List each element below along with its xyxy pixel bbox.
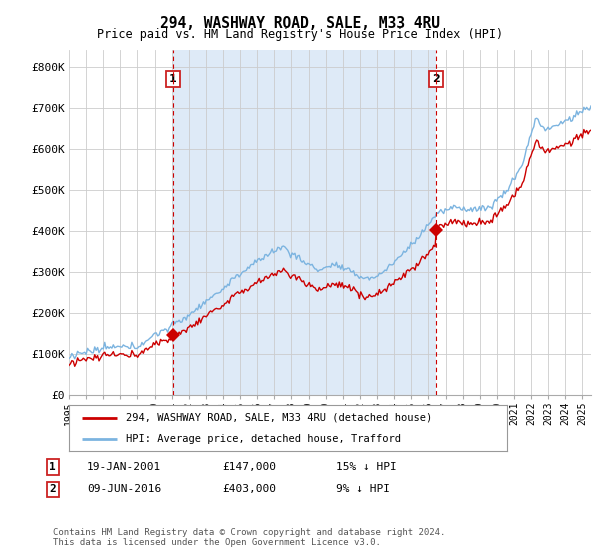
Text: 1: 1 <box>49 462 56 472</box>
Text: 2: 2 <box>432 74 440 84</box>
Text: £147,000: £147,000 <box>222 462 276 472</box>
Text: 9% ↓ HPI: 9% ↓ HPI <box>336 484 390 494</box>
Text: £403,000: £403,000 <box>222 484 276 494</box>
Text: 15% ↓ HPI: 15% ↓ HPI <box>336 462 397 472</box>
Text: 2: 2 <box>49 484 56 494</box>
Text: Price paid vs. HM Land Registry's House Price Index (HPI): Price paid vs. HM Land Registry's House … <box>97 28 503 41</box>
Text: 09-JUN-2016: 09-JUN-2016 <box>87 484 161 494</box>
Text: 294, WASHWAY ROAD, SALE, M33 4RU (detached house): 294, WASHWAY ROAD, SALE, M33 4RU (detach… <box>126 413 432 423</box>
Text: 294, WASHWAY ROAD, SALE, M33 4RU: 294, WASHWAY ROAD, SALE, M33 4RU <box>160 16 440 31</box>
Text: Contains HM Land Registry data © Crown copyright and database right 2024.
This d: Contains HM Land Registry data © Crown c… <box>53 528 445 547</box>
Text: 19-JAN-2001: 19-JAN-2001 <box>87 462 161 472</box>
Bar <box>173 50 436 395</box>
Text: 1: 1 <box>169 74 176 84</box>
Text: HPI: Average price, detached house, Trafford: HPI: Average price, detached house, Traf… <box>126 434 401 444</box>
